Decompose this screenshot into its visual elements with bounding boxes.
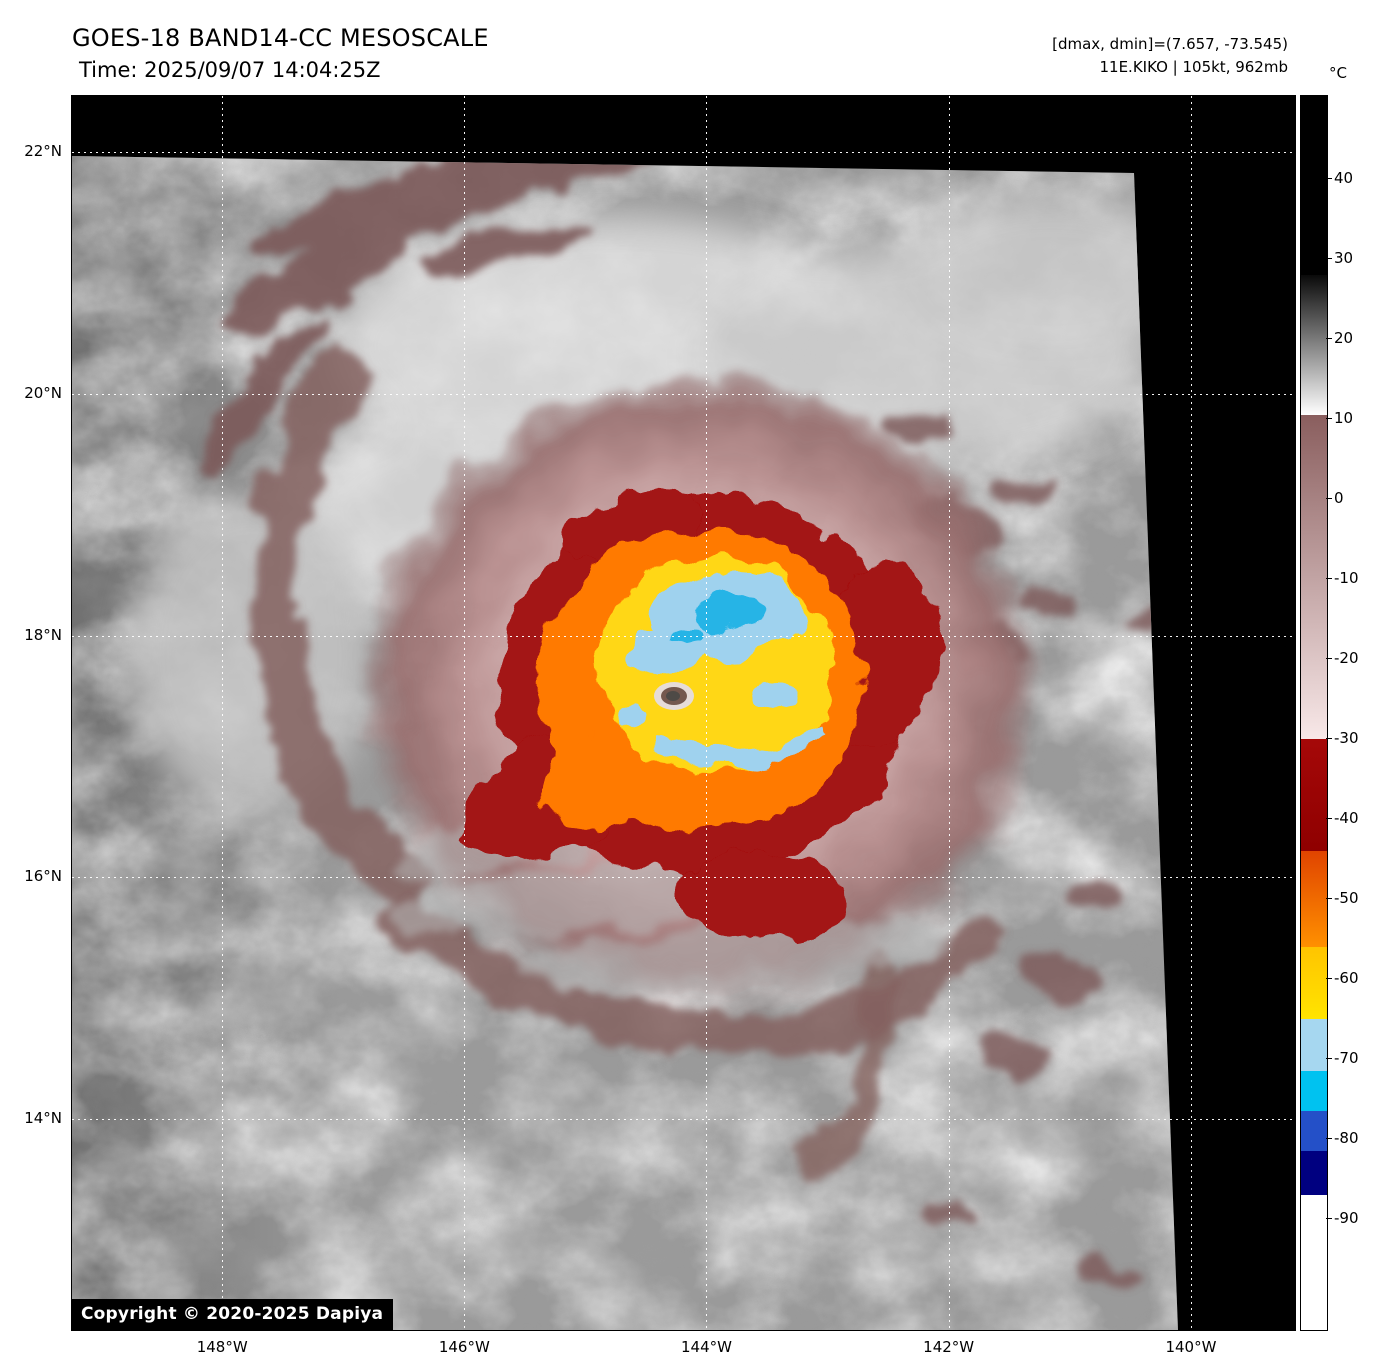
colorbar-tick-label: 0: [1326, 489, 1344, 508]
colorbar-tick-label: -30: [1326, 729, 1359, 748]
colorbar-tick-label: -20: [1326, 649, 1359, 668]
lon-tick-label: 146°W: [438, 1338, 490, 1356]
info-block: [dmax, dmin]=(7.657, -73.545) 11E.KIKO |…: [1052, 33, 1288, 79]
satellite-data-region: [72, 156, 1178, 1330]
colorbar-tick-label: -60: [1326, 968, 1359, 987]
figure-title: GOES-18 BAND14-CC MESOSCALE: [72, 24, 489, 52]
lon-axis: 148°W 146°W 144°W 142°W 140°W: [72, 1338, 1295, 1358]
colorbar-tick-label: 30: [1325, 249, 1354, 268]
colorbar-tick-label: -50: [1326, 888, 1359, 907]
colorbar-tick-label: -10: [1326, 568, 1359, 587]
colorbar-unit: °C: [1329, 64, 1347, 82]
central-dense-overcast: [462, 486, 939, 939]
colorbar-tick-label: -80: [1326, 1128, 1359, 1147]
satellite-plot: Copyright © 2020-2025 Dapiya: [71, 95, 1296, 1331]
lat-tick-label: 16°N: [24, 867, 62, 886]
lat-tick-label: 20°N: [24, 383, 62, 402]
lon-tick-label: 148°W: [196, 1338, 248, 1356]
lon-tick-label: 142°W: [923, 1338, 975, 1356]
figure-time: Time: 2025/09/07 14:04:25Z: [79, 58, 381, 82]
lat-tick-label: 14°N: [24, 1109, 62, 1128]
colorbar-tick-label: 40: [1325, 169, 1354, 188]
colorbar-tick-label: -40: [1326, 809, 1359, 827]
storm-info-readout: 11E.KIKO | 105kt, 962mb: [1099, 58, 1288, 76]
lon-tick-label: 140°W: [1165, 1338, 1217, 1356]
lat-axis: 22°N 20°N 18°N 16°N 14°N: [0, 95, 66, 1329]
outer-rainbands: [195, 156, 1168, 1289]
colorbar-ticks: 40 30 20 10 0 -10 -20 -30 -40 -50 -60 -70 -80 -90: [1325, 95, 1390, 1329]
hurricane-eye: [654, 682, 694, 710]
lon-tick-label: 144°W: [681, 1338, 732, 1356]
copyright-label: Copyright © 2020-2025 Dapiya: [72, 1299, 394, 1330]
cdo-coldest-cyan-patches: [668, 593, 770, 643]
satellite-image: [72, 96, 1295, 1330]
lat-tick-label: 22°N: [24, 141, 62, 160]
lat-tick-label: 18°N: [24, 625, 62, 644]
colorbar-tick-label: 20: [1325, 329, 1354, 348]
colorbar-tick-label: 10: [1325, 409, 1354, 428]
colorbar: [1300, 95, 1328, 1331]
dmax-dmin-readout: [dmax, dmin]=(7.657, -73.545): [1052, 35, 1288, 53]
colorbar-tick-label: -70: [1326, 1048, 1359, 1067]
colorbar-tick-label: -90: [1326, 1208, 1359, 1227]
